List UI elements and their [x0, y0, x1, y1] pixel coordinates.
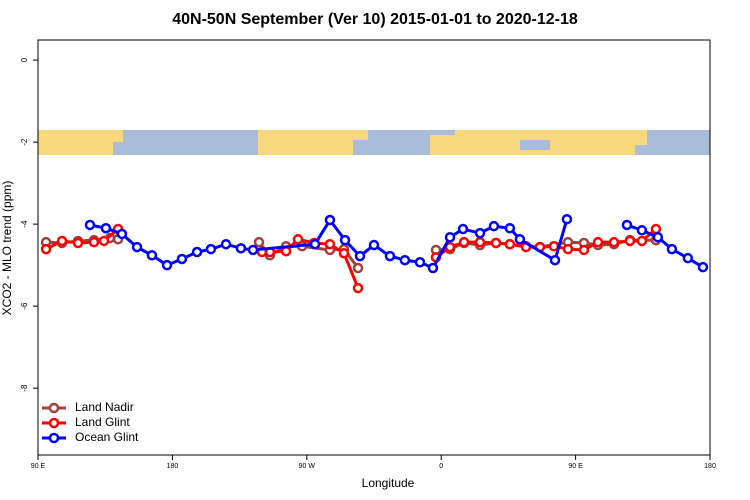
- point: [247, 244, 259, 256]
- point: [399, 254, 411, 266]
- point: [324, 238, 336, 250]
- point: [666, 243, 678, 255]
- y-tick-label: -2: [20, 138, 29, 146]
- x-tick-label: 90 W: [299, 463, 316, 470]
- point: [116, 228, 128, 240]
- point: [444, 231, 456, 243]
- point: [384, 250, 396, 262]
- point: [636, 235, 648, 247]
- x-tick-label: 0: [439, 463, 443, 470]
- point: [561, 213, 573, 225]
- point: [84, 219, 96, 231]
- point: [414, 257, 426, 268]
- legend-marker: [48, 417, 60, 429]
- y-axis-label: XCO2 - MLO trend (ppm): [0, 181, 14, 316]
- x-tick-label: 180: [704, 463, 716, 470]
- point: [253, 236, 265, 248]
- point: [458, 236, 470, 248]
- point: [161, 259, 173, 271]
- x-tick-label: 180: [167, 463, 179, 470]
- point: [100, 222, 112, 234]
- point: [205, 243, 217, 255]
- point: [339, 234, 351, 246]
- point: [324, 214, 336, 226]
- legend-label: Ocean Glint: [75, 430, 139, 444]
- y-tick-label: -4: [20, 220, 29, 228]
- plot-frame: [37, 39, 711, 456]
- y-tick-label: 0: [20, 57, 29, 62]
- point: [474, 227, 486, 239]
- point: [56, 235, 68, 247]
- chart-title: 40N-50N September (Ver 10) 2015-01-01 to…: [172, 11, 578, 28]
- point: [514, 234, 526, 245]
- point: [621, 219, 633, 231]
- x-tick-label: 90 E: [568, 463, 583, 470]
- legend-label: Land Nadir: [75, 400, 134, 414]
- point: [176, 253, 188, 265]
- point: [636, 225, 648, 236]
- point: [592, 236, 604, 248]
- point: [220, 238, 232, 250]
- x-tick-label: 90 E: [31, 463, 46, 470]
- point: [682, 252, 694, 264]
- point: [549, 254, 561, 266]
- point: [40, 243, 52, 255]
- point: [354, 250, 366, 262]
- point: [309, 238, 321, 250]
- point: [652, 231, 664, 243]
- point: [88, 236, 100, 248]
- point: [292, 234, 304, 245]
- point: [98, 235, 110, 247]
- point: [488, 220, 500, 232]
- legend-label: Land Glint: [75, 415, 130, 429]
- point: [146, 250, 158, 261]
- point: [578, 244, 590, 256]
- point: [427, 262, 439, 274]
- point: [191, 246, 203, 258]
- point: [474, 236, 486, 248]
- point: [368, 239, 380, 251]
- legend-marker: [48, 432, 60, 444]
- point: [338, 247, 350, 259]
- point: [131, 241, 143, 253]
- y-tick-label: -8: [20, 384, 29, 392]
- point: [697, 261, 709, 273]
- point: [624, 235, 636, 247]
- point: [650, 223, 662, 235]
- point: [490, 237, 502, 249]
- world-map-strip: [38, 130, 710, 155]
- point: [352, 282, 364, 294]
- point: [608, 236, 620, 248]
- x-axis-label: Longitude: [362, 476, 415, 490]
- point: [504, 238, 516, 250]
- point: [504, 222, 516, 234]
- y-tick-label: -6: [20, 302, 29, 310]
- point: [72, 237, 84, 249]
- point: [352, 262, 364, 274]
- point: [235, 243, 247, 254]
- legend-marker: [48, 402, 60, 414]
- point: [457, 223, 469, 235]
- point: [562, 243, 574, 255]
